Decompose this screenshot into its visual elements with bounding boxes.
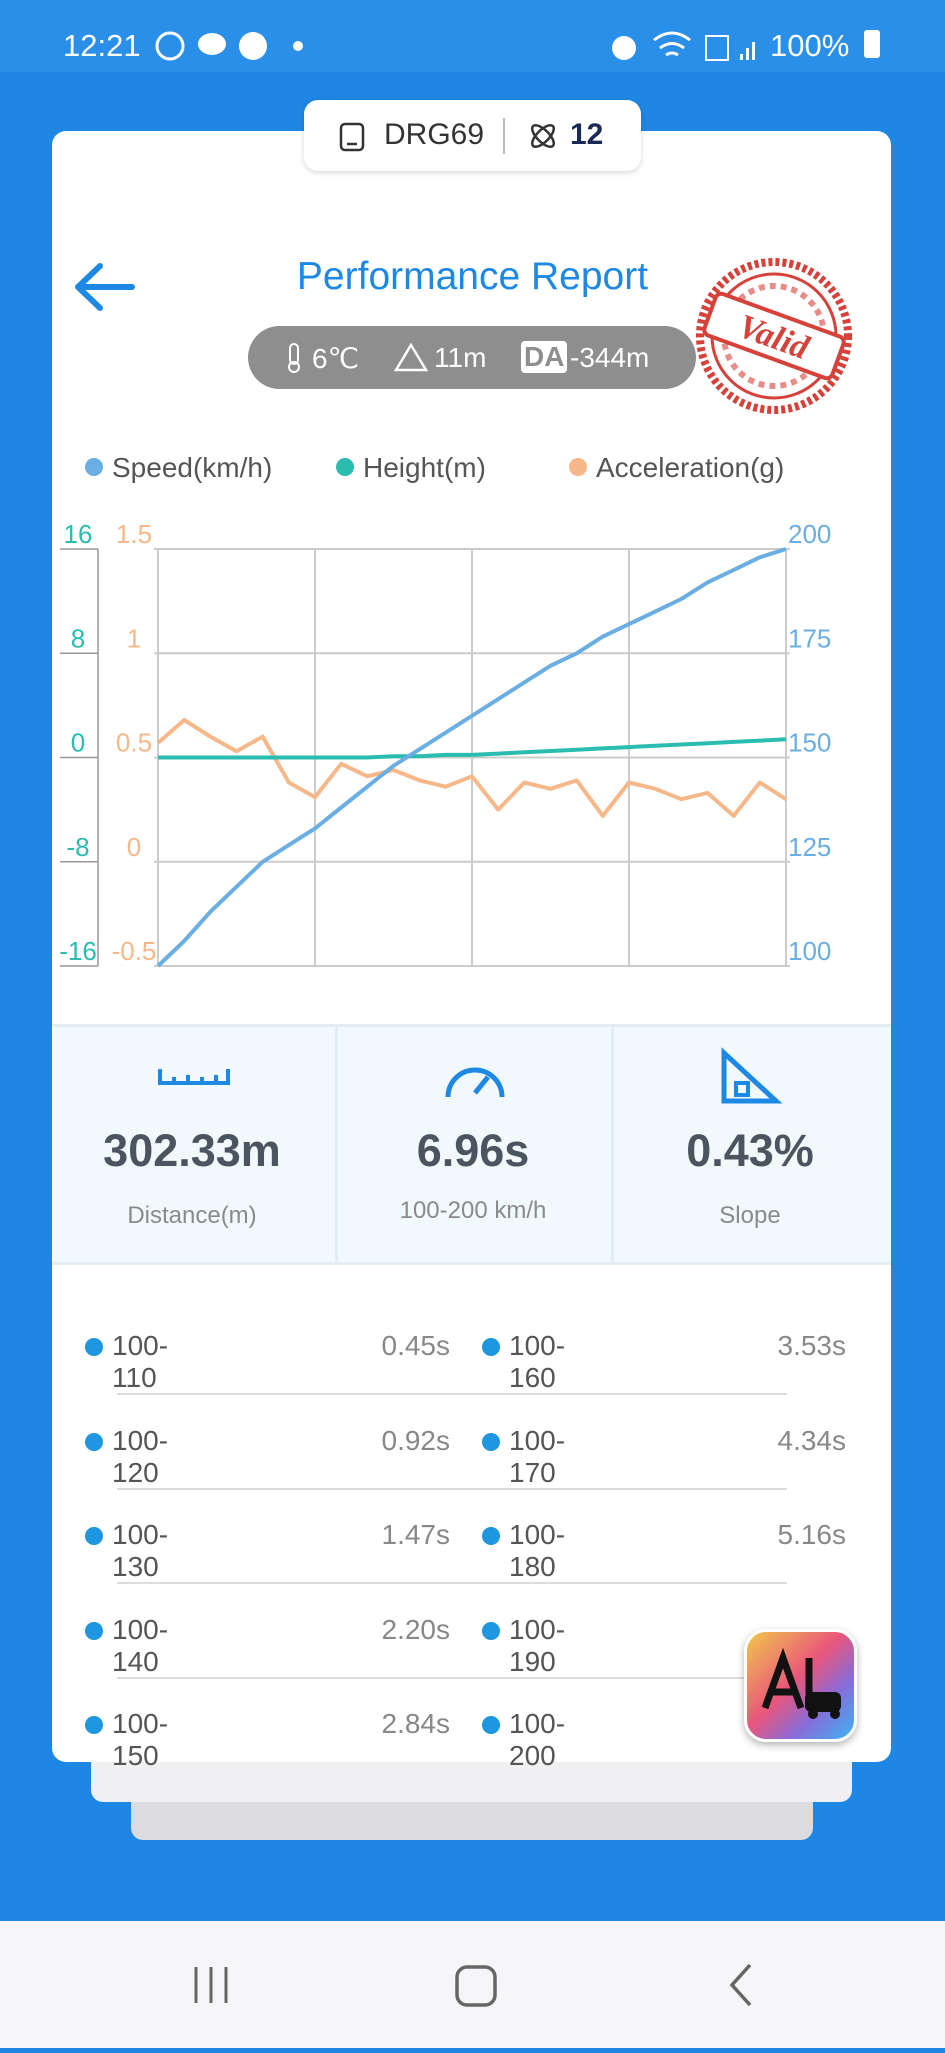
ai-icon xyxy=(761,1647,841,1719)
navigation-bar xyxy=(0,1921,945,2048)
stat-label: Distance(m) xyxy=(127,1202,257,1229)
split-separator xyxy=(117,1582,787,1584)
mountain-icon xyxy=(394,342,428,372)
clock: 12:21 xyxy=(63,28,141,63)
y3-tick-label: -0.5 xyxy=(112,936,157,966)
split-dot xyxy=(482,1527,500,1545)
split-range: 100-160 xyxy=(509,1330,566,1393)
y3-tick-label: 0 xyxy=(127,832,141,862)
split-range: 100-200 xyxy=(509,1708,566,1771)
battery-percent: 100% xyxy=(770,28,850,63)
split-range: 100-110 xyxy=(112,1330,169,1393)
valid-stamp: Valid xyxy=(696,258,852,414)
split-time: 2.84s xyxy=(381,1708,451,1739)
y3-tick-label: 0.5 xyxy=(116,728,152,758)
divider xyxy=(503,118,505,154)
conditions-pill: 6℃ 11m DA -344m xyxy=(248,326,696,389)
y-tick-label: 8 xyxy=(71,623,85,653)
slope-icon xyxy=(721,1047,782,1104)
split-range: 100-130 xyxy=(112,1519,169,1582)
divider xyxy=(335,1027,338,1262)
split-dot xyxy=(85,1622,103,1640)
split-dot xyxy=(482,1433,500,1451)
y2-tick-label: 200 xyxy=(788,519,831,549)
split-time: 3.53s xyxy=(777,1330,847,1361)
device-icon xyxy=(339,122,365,152)
split-dot xyxy=(482,1338,500,1356)
y-tick-label: 16 xyxy=(64,519,93,549)
stat-value: 6.96s xyxy=(416,1125,530,1176)
legend-marker xyxy=(85,458,103,476)
performance-chart: Speed(km/h) Height(m) Acceleration(g) 16 8 0 -… xyxy=(59,452,831,968)
series-line xyxy=(158,737,787,760)
stat-label: Slope xyxy=(719,1202,781,1229)
split-time: 2.20s xyxy=(381,1614,451,1645)
legend-marker xyxy=(336,458,354,476)
legend-marker xyxy=(569,458,587,476)
legend-label: Acceleration(g) xyxy=(596,452,784,483)
back-nav-button[interactable] xyxy=(729,1963,752,2007)
y3-tick-label: 1.5 xyxy=(116,519,152,549)
home-button[interactable] xyxy=(455,1965,497,2007)
y-tick-label: -16 xyxy=(59,936,97,966)
stat-label: 100-200 km/h xyxy=(399,1197,547,1224)
split-dot xyxy=(482,1716,500,1734)
vehicle-name: DRG69 xyxy=(384,118,485,151)
y-tick-label: 0 xyxy=(71,728,85,758)
split-time: 0.45s xyxy=(381,1330,451,1361)
split-time: 4.34s xyxy=(777,1425,847,1456)
split-range: 100-170 xyxy=(509,1425,566,1488)
split-range: 100-140 xyxy=(112,1614,169,1677)
satellite-count: 12 xyxy=(570,118,604,151)
temperature: 6℃ xyxy=(312,343,360,374)
legend-label: Speed(km/h) xyxy=(112,452,272,483)
y2-tick-label: 100 xyxy=(788,936,831,966)
gauge-icon xyxy=(445,1067,505,1098)
y2-tick-label: 125 xyxy=(788,832,831,862)
notification-icons xyxy=(155,31,303,61)
recents-button[interactable] xyxy=(194,1967,228,2003)
y2-tick-label: 150 xyxy=(788,728,831,758)
split-separator xyxy=(117,1677,787,1679)
battery-icon xyxy=(864,30,880,58)
stat-value: 302.33m xyxy=(103,1125,281,1176)
altitude: 11m xyxy=(434,342,487,373)
split-time: 0.92s xyxy=(381,1425,451,1456)
split-dot xyxy=(85,1527,103,1545)
split-dot xyxy=(482,1622,500,1640)
split-dot xyxy=(85,1338,103,1356)
split-range: 100-120 xyxy=(112,1425,169,1488)
stats-panel: 302.33m Distance(m) 6.96s 100-200 km/h 0.43%… xyxy=(52,1024,891,1265)
divider xyxy=(611,1027,614,1262)
ruler-icon xyxy=(158,1069,230,1085)
series-line xyxy=(156,547,787,968)
da-badge: DA xyxy=(521,341,568,373)
y-tick-label: -8 xyxy=(66,832,89,862)
split-dot xyxy=(85,1716,103,1734)
system-icons xyxy=(612,31,755,61)
split-range: 100-180 xyxy=(509,1519,566,1582)
satellite-icon xyxy=(530,123,556,149)
split-range: 100-190 xyxy=(509,1614,566,1677)
ai-button[interactable] xyxy=(744,1629,857,1742)
y2-tick-label: 175 xyxy=(788,623,831,653)
split-time: 1.47s xyxy=(381,1519,451,1550)
page-title: Performance Report xyxy=(296,255,649,298)
stat-value: 0.43% xyxy=(686,1125,814,1176)
vehicle-pill[interactable]: DRG69 12 xyxy=(304,100,641,171)
status-bar: 12:21 100% xyxy=(0,0,945,72)
thermometer-icon xyxy=(288,343,300,373)
nav-icons xyxy=(194,1963,752,2007)
split-separator xyxy=(117,1488,787,1490)
back-button[interactable] xyxy=(70,262,140,312)
split-separator xyxy=(117,1393,787,1395)
density-altitude: -344m xyxy=(570,342,650,373)
series-line xyxy=(156,718,788,818)
split-range: 100-150 xyxy=(112,1708,169,1771)
legend-label: Height(m) xyxy=(363,452,486,483)
split-dot xyxy=(85,1433,103,1451)
y3-tick-label: 1 xyxy=(127,623,141,653)
split-time: 5.16s xyxy=(777,1519,847,1550)
